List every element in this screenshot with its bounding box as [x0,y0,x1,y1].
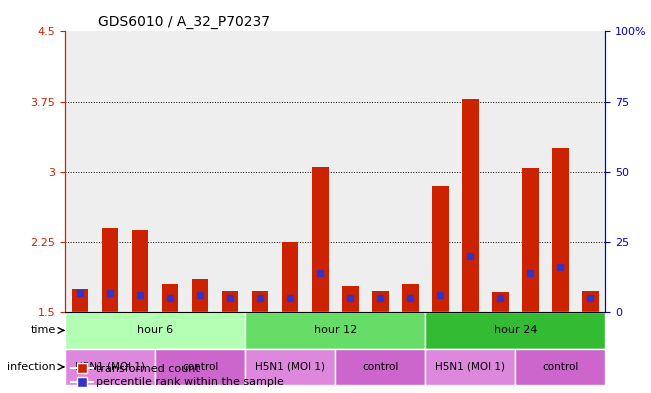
Text: infection: infection [7,362,56,372]
Bar [162,284,178,312]
Bar [72,289,89,312]
FancyBboxPatch shape [425,312,605,349]
FancyBboxPatch shape [516,349,605,385]
Text: time: time [31,325,56,335]
Legend: transformed count, percentile rank within the sample: transformed count, percentile rank withi… [71,364,284,387]
Bar [312,167,329,312]
Text: H5N1 (MOI 1): H5N1 (MOI 1) [436,362,505,372]
Bar [192,279,208,312]
Bar [522,168,538,312]
Text: hour 24: hour 24 [493,325,537,335]
Bar [372,291,389,312]
FancyBboxPatch shape [245,349,335,385]
Bar [462,99,478,312]
Text: hour 6: hour 6 [137,325,173,335]
Text: H5N1 (MOI 1): H5N1 (MOI 1) [75,362,145,372]
FancyBboxPatch shape [155,349,245,385]
FancyBboxPatch shape [245,312,425,349]
Text: GDS6010 / A_32_P70237: GDS6010 / A_32_P70237 [98,15,270,29]
Bar [222,291,238,312]
Text: control: control [542,362,579,372]
Bar [102,228,118,312]
Bar [582,291,599,312]
Text: control: control [182,362,218,372]
Bar [132,230,148,312]
Bar [402,284,419,312]
Bar [342,286,359,312]
FancyBboxPatch shape [65,312,245,349]
Text: hour 12: hour 12 [314,325,357,335]
Text: control: control [362,362,398,372]
Bar [552,149,569,312]
Text: H5N1 (MOI 1): H5N1 (MOI 1) [255,362,326,372]
FancyBboxPatch shape [335,349,425,385]
Bar [492,292,508,312]
Bar [432,186,449,312]
Bar [282,242,299,312]
FancyBboxPatch shape [425,349,516,385]
FancyBboxPatch shape [65,349,155,385]
Bar [252,291,268,312]
